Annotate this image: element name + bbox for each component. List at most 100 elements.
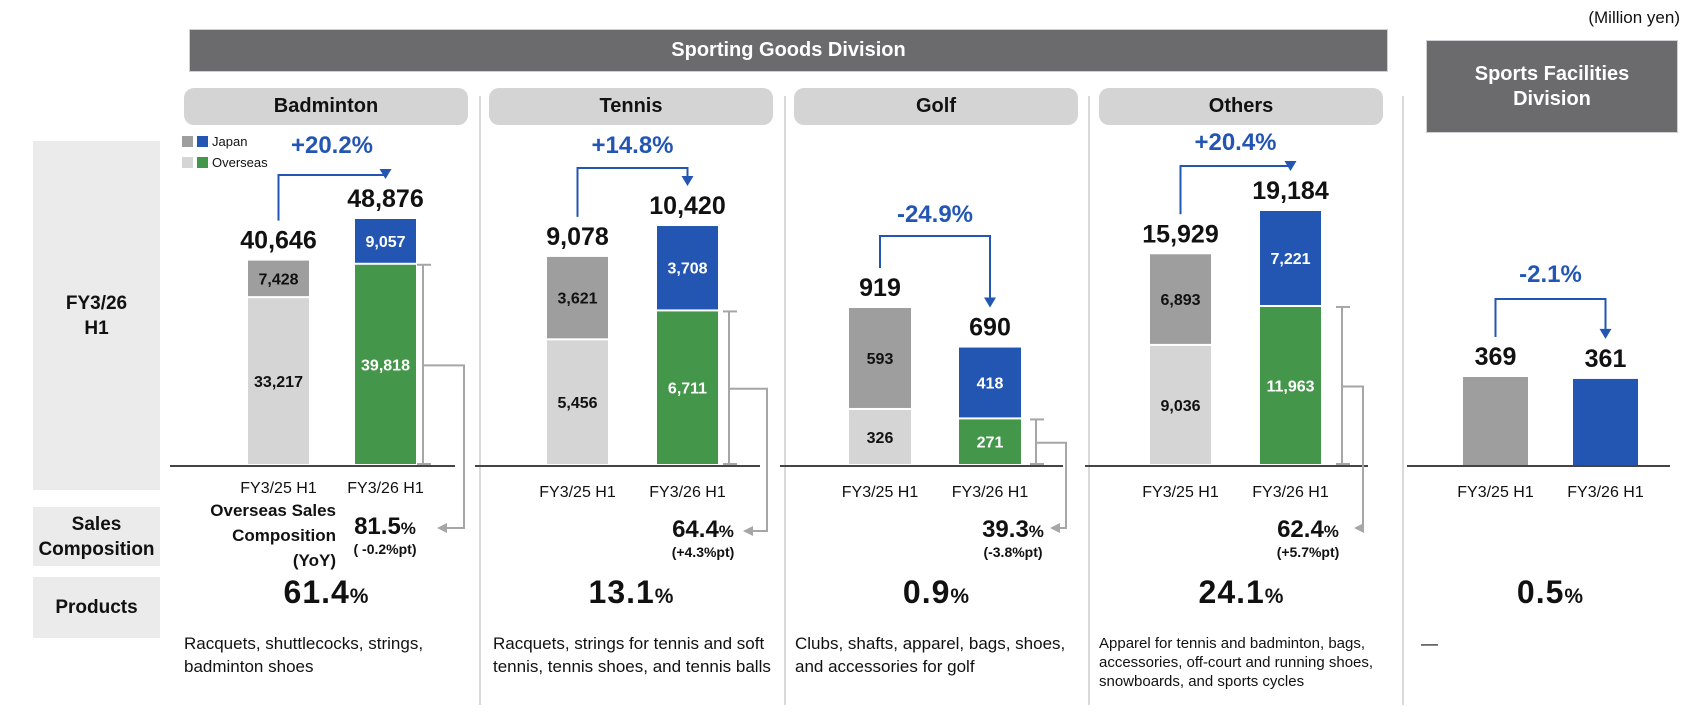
- products-badminton: Racquets, shuttlecocks, strings, badmint…: [184, 634, 424, 676]
- bar-segment-japan: [1260, 211, 1321, 305]
- segment-header-golf: Golf: [794, 88, 1078, 125]
- bar-segment-japan: [657, 226, 718, 310]
- segment-header-badminton: Badminton: [184, 88, 468, 125]
- overseas-composition-badminton: 81.5% ( -0.2%pt): [353, 513, 417, 557]
- column-divider: [479, 96, 481, 705]
- overseas-composition-tennis: 64.4% (+4.3%pt): [671, 516, 735, 560]
- bar-segment-japan: [959, 347, 1021, 418]
- sporting-goods-division-header: Sporting Goods Division: [189, 29, 1388, 72]
- bar-segment-overseas: [547, 340, 608, 464]
- overseas-leader-line: [729, 387, 768, 532]
- bar-total-label: 361: [1585, 345, 1627, 373]
- growth-bracket: [1494, 298, 1607, 337]
- bar: [1573, 378, 1638, 466]
- row-label-products: Products: [33, 577, 160, 638]
- column-divider: [784, 96, 786, 705]
- bar-segment-label: 6,893: [1160, 292, 1200, 309]
- segment-header-others: Others: [1099, 88, 1383, 125]
- bar-segment-label: 271: [977, 435, 1004, 452]
- legend-item-japan: Japan: [182, 134, 268, 149]
- bar-total-label: 15,929: [1142, 220, 1218, 248]
- column-divider: [1088, 96, 1090, 705]
- bar-segment-label: 7,428: [258, 271, 298, 288]
- growth-rate-label: -2.1%: [1519, 261, 1582, 288]
- bar-segment-japan: [849, 308, 911, 408]
- growth-rate-label: +20.4%: [1194, 129, 1276, 156]
- bar-segment-label: 9,036: [1160, 398, 1200, 415]
- x-axis-label: FY3/26 H1: [347, 480, 424, 497]
- sales-composition-badminton: 61.4%: [283, 574, 369, 610]
- overseas-composition-others: 62.4% (+5.7%pt): [1276, 516, 1340, 560]
- growth-bracket: [576, 167, 689, 217]
- arrow-down-icon: [379, 169, 392, 180]
- segment-header-tennis: Tennis: [489, 88, 773, 125]
- arrow-left-icon: [437, 523, 447, 533]
- arrow-left-icon: [1050, 523, 1060, 533]
- growth-rate-label: +14.8%: [591, 132, 673, 159]
- bar-segment-overseas: [248, 298, 309, 464]
- overseas-leader-line: [1036, 441, 1067, 529]
- x-axis-label: FY3/25 H1: [1457, 484, 1534, 501]
- bar-segment-japan: [1150, 254, 1211, 344]
- bar-segment-overseas: [1150, 345, 1211, 464]
- bar-segment-label: 3,708: [667, 261, 707, 278]
- overseas-leader-line: [423, 364, 465, 529]
- growth-bracket: [879, 235, 991, 299]
- products-golf: Clubs, shafts, apparel, bags, shoes, and…: [795, 634, 1066, 676]
- bar-segment-label: 326: [867, 430, 894, 447]
- growth-rate-label: -24.9%: [897, 201, 973, 228]
- sales-composition-golf: 0.9%: [902, 574, 970, 610]
- unit-label: (Million yen): [1588, 8, 1680, 27]
- bar-total-label: 690: [969, 314, 1011, 342]
- arrow-left-icon: [743, 526, 753, 536]
- x-axis-label: FY3/25 H1: [240, 480, 317, 497]
- bar-segment-label: 593: [867, 351, 894, 368]
- x-axis-label: FY3/26 H1: [952, 484, 1029, 501]
- legend-item-overseas: Overseas: [182, 155, 268, 170]
- legend: Japan Overseas: [182, 134, 268, 170]
- arrow-left-icon: [1354, 523, 1364, 533]
- products-tennis: Racquets, strings for tennis and soft te…: [493, 634, 771, 676]
- products-sports-facilities: —: [1421, 634, 1438, 653]
- x-axis-label: FY3/25 H1: [539, 484, 616, 501]
- legend-swatch-cur-overseas: [197, 157, 208, 168]
- column-divider: [1402, 96, 1404, 705]
- x-axis-label: FY3/26 H1: [649, 484, 726, 501]
- bar-total-label: 919: [859, 274, 901, 302]
- overseas-composition-label: Overseas Sales Composition (YoY): [210, 501, 336, 570]
- arrow-down-icon: [681, 176, 694, 187]
- bar-segment-label: 11,963: [1266, 378, 1314, 395]
- bar-segment-japan: [547, 256, 608, 339]
- bar-total-label: 48,876: [347, 185, 423, 213]
- x-axis-label: FY3/25 H1: [842, 484, 919, 501]
- bar-total-label: 10,420: [649, 192, 725, 220]
- bar-segment-label: 9,057: [365, 234, 405, 251]
- bar-segment-japan: [248, 260, 309, 297]
- bar-segment-label: 39,818: [361, 357, 410, 374]
- legend-swatch-cur-japan: [197, 136, 208, 147]
- bar: [1463, 377, 1528, 466]
- overseas-leader-line: [1342, 385, 1364, 529]
- bar-segment-overseas: [959, 419, 1021, 464]
- bar-segment-label: 6,711: [668, 381, 707, 398]
- bar-segment-overseas: [849, 409, 911, 464]
- bar-total-label: 9,078: [546, 223, 609, 251]
- x-axis-label: FY3/26 H1: [1252, 484, 1329, 501]
- bar-segment-overseas: [355, 264, 416, 464]
- arrow-down-icon: [984, 297, 996, 308]
- bar-total-label: 40,646: [240, 227, 316, 255]
- arrow-down-icon: [1284, 161, 1297, 171]
- bar-segment-label: 418: [977, 375, 1004, 392]
- bar-total-label: 369: [1475, 343, 1517, 371]
- growth-rate-label: +20.2%: [291, 132, 373, 159]
- overseas-composition-golf: 39.3% (-3.8%pt): [982, 516, 1044, 560]
- legend-swatch-prev-japan: [182, 136, 193, 147]
- x-axis-label: FY3/25 H1: [1142, 484, 1219, 501]
- bar-segment-overseas: [1260, 306, 1321, 464]
- bar-segment-japan: [355, 219, 416, 263]
- sales-composition-tennis: 13.1%: [588, 574, 674, 610]
- sales-composition-sports-facilities: 0.5%: [1516, 574, 1584, 610]
- bar-segment-label: 5,456: [557, 395, 597, 412]
- bar-segment-overseas: [657, 311, 718, 464]
